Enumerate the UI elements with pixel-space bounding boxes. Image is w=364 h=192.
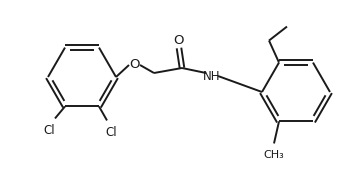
Text: O: O — [174, 35, 184, 47]
Text: Cl: Cl — [105, 127, 117, 139]
Text: O: O — [129, 59, 139, 71]
Text: CH₃: CH₃ — [264, 151, 284, 161]
Text: Cl: Cl — [43, 124, 55, 137]
Text: NH: NH — [203, 70, 221, 83]
